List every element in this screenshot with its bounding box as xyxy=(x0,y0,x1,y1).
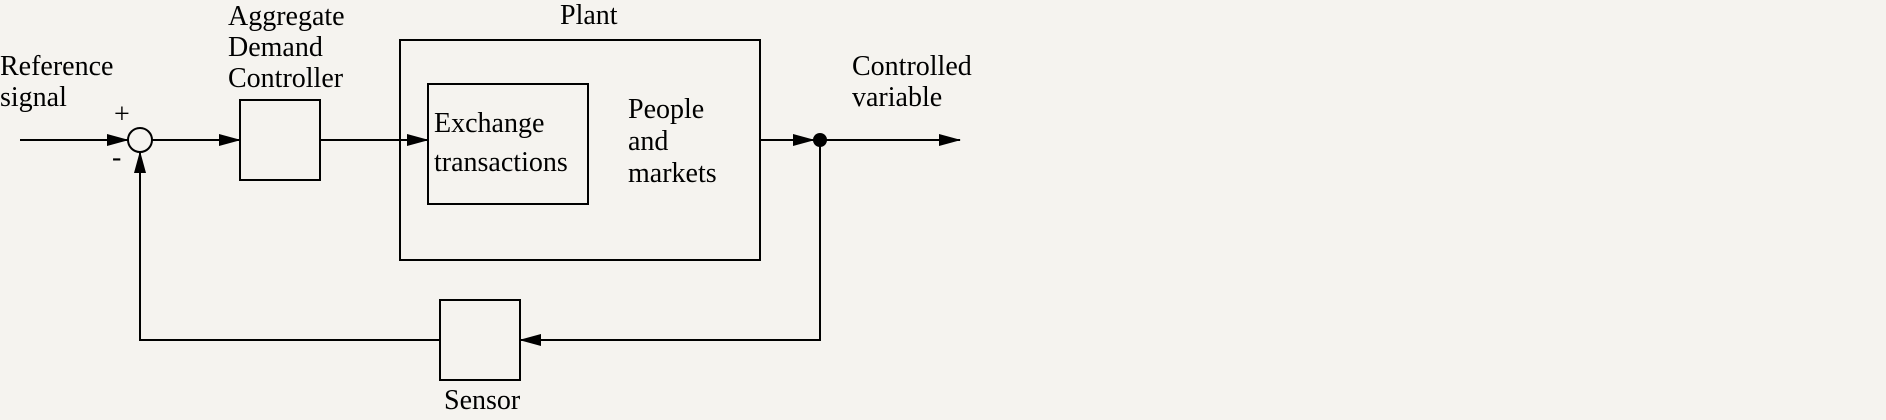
plant-label: Plant xyxy=(560,0,618,31)
sensor-label: Sensor xyxy=(444,385,521,416)
plant-block xyxy=(399,39,761,261)
controlled-variable-label: Controlled variable xyxy=(852,51,972,113)
people-and-markets-label: People and markets xyxy=(628,94,717,189)
sensor-to-junction-line xyxy=(134,151,440,341)
minus-sign: - xyxy=(112,142,122,173)
branch-point xyxy=(813,133,827,147)
exchange-block xyxy=(427,83,589,205)
reference-signal-label: Reference signal xyxy=(0,51,114,113)
controller-label: Aggregate Demand Controller xyxy=(228,1,345,94)
feedback-to-sensor-line xyxy=(519,140,821,346)
exchange-transactions-label: Exchange transactions xyxy=(434,108,568,178)
summing-junction xyxy=(127,127,153,153)
plus-sign: + xyxy=(114,99,130,130)
sensor-block xyxy=(439,299,521,381)
controller-block xyxy=(239,99,321,181)
